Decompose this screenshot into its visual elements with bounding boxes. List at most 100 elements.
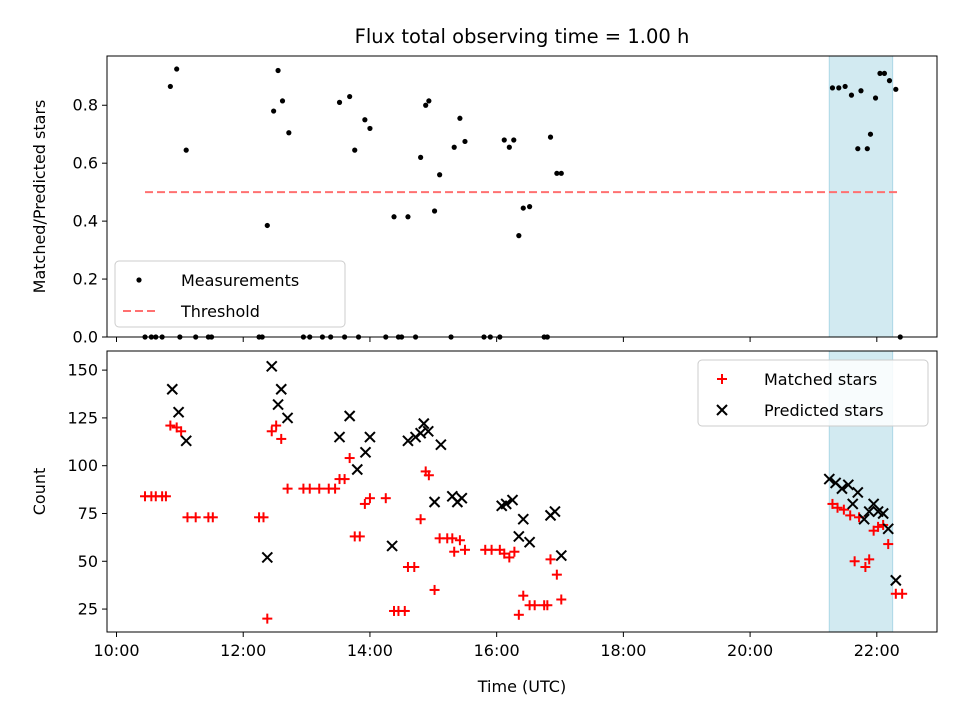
measurement-point bbox=[437, 172, 443, 178]
predicted-star-point bbox=[500, 498, 512, 510]
measurement-point bbox=[208, 334, 215, 340]
matched-star-point bbox=[344, 453, 355, 464]
matched-star-point bbox=[849, 556, 860, 567]
predicted-star-point bbox=[517, 513, 529, 525]
matched-star-point bbox=[518, 590, 529, 601]
predicted-star-point bbox=[555, 549, 567, 562]
matched-star-point bbox=[459, 544, 470, 555]
predicted-star-point bbox=[823, 473, 835, 485]
matched-star-point bbox=[415, 514, 426, 525]
matched-star-point bbox=[545, 554, 556, 565]
legend-predicted-swatch bbox=[716, 404, 728, 416]
predicted-star-point bbox=[402, 435, 414, 447]
matched-star-point bbox=[883, 539, 894, 550]
matched-star-point bbox=[860, 562, 871, 573]
measurement-point bbox=[341, 334, 348, 340]
predicted-star-point bbox=[418, 417, 430, 430]
measurement-point bbox=[367, 125, 373, 132]
matched-star-point bbox=[838, 504, 849, 515]
predicted-star-point bbox=[351, 463, 363, 476]
measurement-point bbox=[497, 334, 503, 340]
legend-matched-swatch bbox=[717, 374, 727, 384]
matched-star-point bbox=[864, 554, 875, 565]
measurement-point bbox=[501, 137, 507, 143]
measurement-point bbox=[405, 214, 411, 220]
predicted-star-point bbox=[890, 574, 902, 587]
measurement-point bbox=[347, 93, 353, 100]
measurement-point bbox=[487, 334, 493, 340]
y-tick-label: 125 bbox=[67, 408, 98, 427]
chart-title: Flux total observing time = 1.00 h bbox=[355, 25, 690, 48]
measurement-point bbox=[336, 99, 343, 105]
y-tick-label: 0.8 bbox=[73, 96, 98, 115]
measurement-point bbox=[481, 334, 487, 340]
measurement-point bbox=[355, 334, 362, 340]
legend-box bbox=[114, 260, 346, 328]
y-axis-label: Count bbox=[30, 468, 49, 516]
measurement-point bbox=[319, 334, 326, 340]
matched-star-point bbox=[380, 493, 391, 504]
matched-star-point bbox=[266, 426, 277, 437]
predicted-star-point bbox=[364, 431, 376, 443]
y-axis-label: Matched/Predicted stars bbox=[30, 100, 49, 294]
legend-label: Matched stars bbox=[764, 370, 877, 389]
legend: Matched stars Predicted stars bbox=[697, 359, 929, 427]
x-tick-label: 16:00 bbox=[474, 641, 520, 660]
measurement-point bbox=[855, 146, 861, 152]
measurement-point bbox=[520, 205, 526, 211]
matched-star-point bbox=[897, 588, 908, 599]
matched-star-point bbox=[364, 493, 375, 504]
measurement-point bbox=[193, 334, 199, 340]
measurement-point bbox=[259, 334, 265, 340]
measurement-point bbox=[451, 144, 457, 150]
matched-star-point bbox=[551, 569, 562, 580]
predicted-star-point bbox=[882, 523, 894, 535]
measurement-point bbox=[864, 146, 870, 152]
x-tick-label: 14:00 bbox=[347, 641, 393, 660]
measurement-point bbox=[362, 117, 368, 123]
predicted-star-point bbox=[842, 479, 855, 491]
legend-entry: Threshold bbox=[123, 302, 260, 321]
y-tick-label: 75 bbox=[78, 504, 98, 523]
measurement-point bbox=[462, 138, 468, 145]
y-tick-label: 25 bbox=[78, 600, 98, 619]
matched-star-point bbox=[449, 546, 460, 557]
measurement-point bbox=[279, 98, 286, 104]
measurement-point bbox=[159, 334, 165, 340]
measurement-point bbox=[886, 78, 893, 84]
measurement-point bbox=[328, 334, 334, 340]
matched-star-point bbox=[827, 498, 838, 509]
measurement-point bbox=[867, 131, 874, 137]
measurement-point bbox=[842, 83, 848, 90]
matched-star-point bbox=[190, 512, 201, 523]
measurement-point bbox=[183, 147, 189, 153]
matched-star-point bbox=[429, 584, 440, 595]
measurement-point bbox=[423, 102, 429, 108]
measurement-point bbox=[142, 334, 148, 340]
measurement-point bbox=[554, 170, 560, 176]
measurement-point bbox=[148, 334, 154, 340]
legend-entry: Measurements bbox=[136, 271, 299, 290]
predicted-star-point bbox=[172, 406, 185, 418]
highlight-span bbox=[828, 55, 894, 338]
legend-label: Predicted stars bbox=[764, 401, 884, 420]
legend-measurement-swatch bbox=[136, 277, 142, 283]
x-tick-label: 20:00 bbox=[727, 641, 773, 660]
bottom-panel: 10:00 12:00 14:00 16:00 18:00 20:00 22:00 25 50 7… bbox=[30, 350, 938, 660]
predicted-star-point bbox=[523, 536, 536, 548]
measurement-point bbox=[457, 115, 463, 121]
predicted-star-point bbox=[272, 398, 284, 411]
predicted-star-point bbox=[281, 412, 294, 424]
matched-star-point bbox=[504, 552, 515, 563]
predicted-star-point bbox=[386, 540, 398, 552]
matched-star-point bbox=[542, 600, 553, 611]
matched-star-point bbox=[509, 546, 520, 557]
y-tick-label: 0.6 bbox=[73, 154, 98, 173]
matched-star-point bbox=[330, 483, 341, 494]
matched-star-point bbox=[207, 512, 218, 523]
predicted-star-point bbox=[275, 383, 287, 395]
measurement-point bbox=[836, 85, 842, 91]
legend-entry: Predicted stars bbox=[716, 401, 884, 420]
y-tick-label: 0.2 bbox=[73, 270, 98, 289]
